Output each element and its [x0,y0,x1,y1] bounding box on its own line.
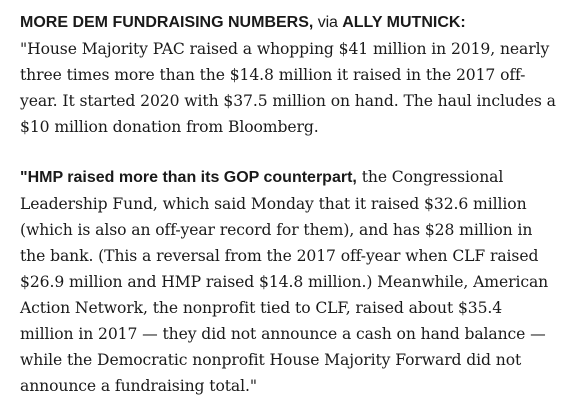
article-excerpt: MORE DEM FUNDRAISING NUMBERS, via ALLY M… [20,9,560,399]
paragraph-lead: MORE DEM FUNDRAISING NUMBERS, [20,14,314,31]
paragraph-body: the Congressional Leadership Fund, which… [20,168,549,395]
source-name: ALLY MUTNICK: [342,14,466,31]
via-text: via [313,14,343,31]
paragraph-fundraising-numbers: MORE DEM FUNDRAISING NUMBERS, via ALLY M… [20,9,560,140]
paragraph-gop-comparison: "HMP raised more than its GOP counterpar… [20,164,560,399]
paragraph-body: "House Majority PAC raised a whopping $4… [20,40,556,136]
paragraph-lead: "HMP raised more than its GOP counterpar… [20,169,357,186]
